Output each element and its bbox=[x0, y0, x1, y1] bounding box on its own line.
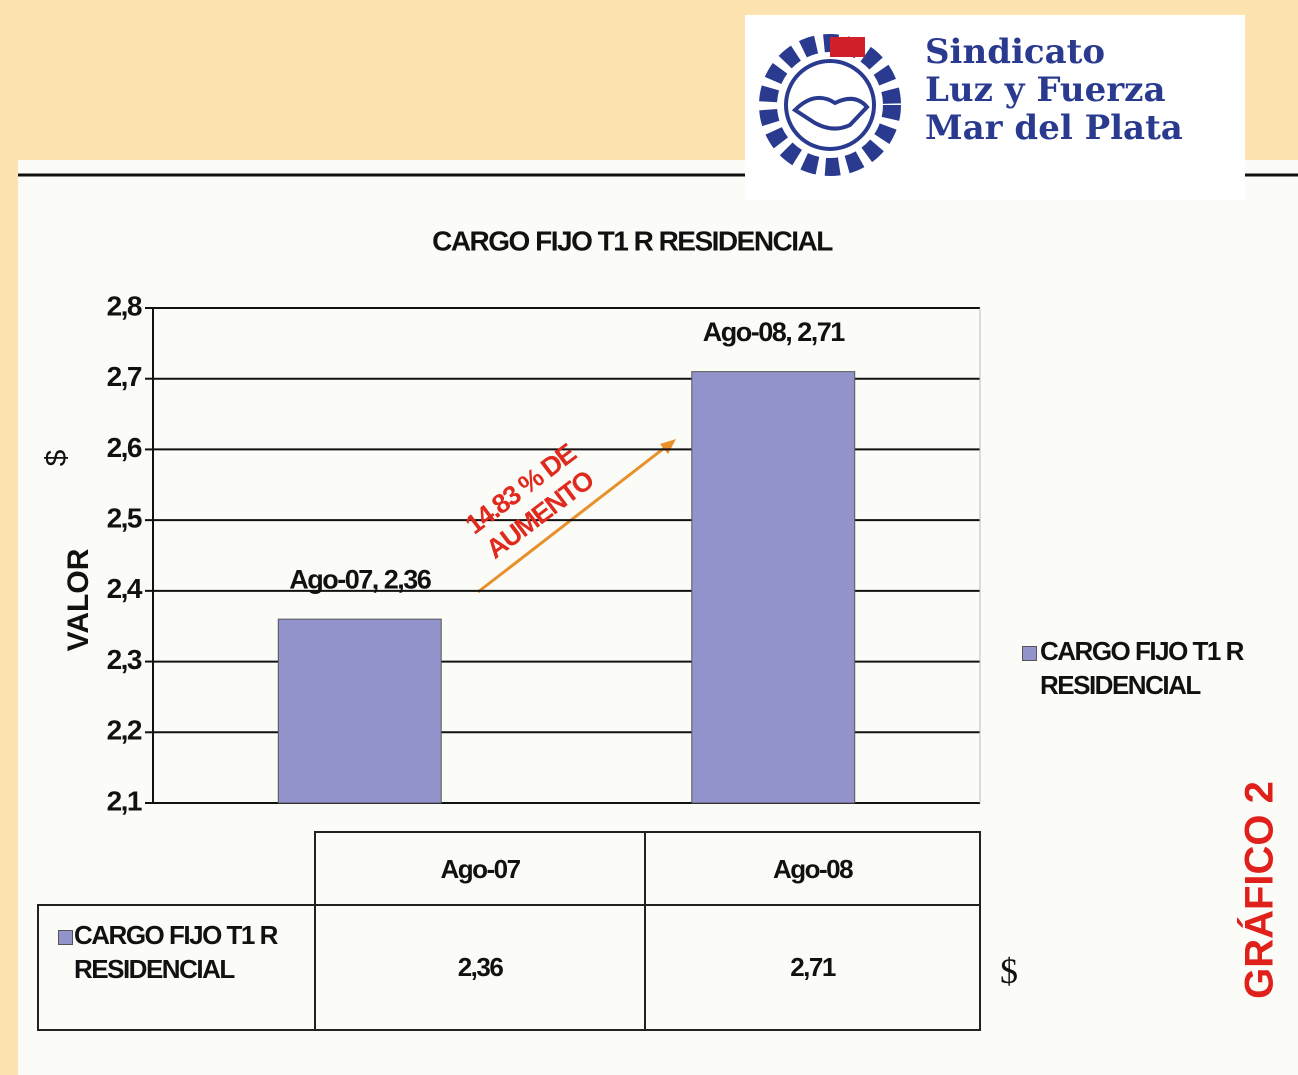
flag bbox=[830, 37, 865, 57]
table-swatch bbox=[58, 930, 73, 945]
side-label: GRÁFICO 2 bbox=[1237, 781, 1282, 999]
panel bbox=[18, 160, 1298, 1075]
table-row-label: CARGO FIJO T1 R RESIDENCIAL bbox=[74, 920, 278, 984]
legend-swatch bbox=[1022, 646, 1037, 661]
y-tick-label: 2,3 bbox=[107, 644, 142, 675]
y-tick-label: 2,1 bbox=[107, 785, 142, 816]
data-label: Ago-08, 2,71 bbox=[703, 317, 846, 347]
bar bbox=[277, 618, 442, 804]
gear-inner bbox=[784, 59, 876, 151]
logo-text: Mar del Plata bbox=[925, 108, 1183, 148]
table-unit: $ bbox=[1000, 951, 1018, 991]
data-label: Ago-07, 2,36 bbox=[289, 564, 432, 594]
y-tick-label: 2,4 bbox=[107, 573, 143, 604]
y-tick-label: 2,5 bbox=[107, 503, 142, 534]
logo-text: Sindicato bbox=[925, 32, 1105, 72]
y-tick-label: 2,2 bbox=[107, 715, 142, 746]
hands bbox=[791, 95, 870, 131]
table-cell: 2,36 bbox=[457, 952, 504, 982]
table-frame bbox=[37, 904, 316, 1031]
annotation-arrow bbox=[477, 440, 673, 594]
y-tick-label: 2,7 bbox=[107, 361, 142, 392]
table-header: Ago-08 bbox=[772, 854, 854, 884]
table-cell: 2,71 bbox=[790, 952, 836, 982]
logo-emblem bbox=[759, 34, 901, 176]
y-axis-unit: $ bbox=[40, 449, 73, 466]
y-tick-label: 2,6 bbox=[107, 432, 142, 463]
legend-label: CARGO FIJO T1 R RESIDENCIAL bbox=[1040, 636, 1244, 700]
bar bbox=[691, 371, 856, 804]
y-tick-label: 2,8 bbox=[107, 290, 142, 321]
logo: Sindicato Luz y Fuerza Mar del Plata bbox=[745, 15, 1245, 200]
table-header: Ago-07 bbox=[440, 854, 521, 884]
logo-text: Luz y Fuerza bbox=[925, 70, 1166, 110]
annotation-arrowhead bbox=[660, 439, 676, 454]
y-axis-label: VALOR bbox=[62, 548, 95, 651]
chart-title: CARGO FIJO T1 R RESIDENCIAL bbox=[432, 225, 833, 256]
